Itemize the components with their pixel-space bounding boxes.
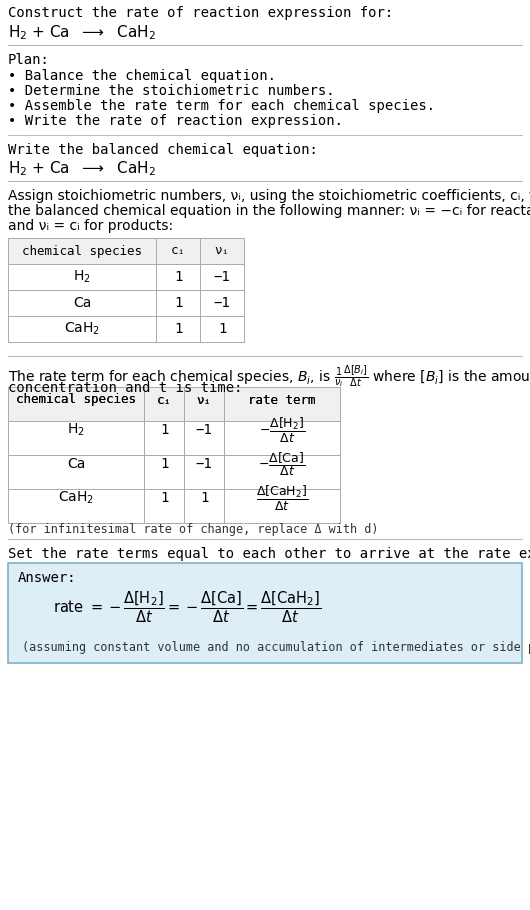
Text: −1: −1 xyxy=(196,457,213,471)
Text: −1: −1 xyxy=(214,296,231,310)
Text: chemical species: chemical species xyxy=(16,393,136,407)
Bar xyxy=(8,238,244,264)
Bar xyxy=(8,465,340,491)
Bar xyxy=(8,387,340,421)
Text: Construct the rate of reaction expression for:: Construct the rate of reaction expressio… xyxy=(8,6,393,20)
Text: • Write the rate of reaction expression.: • Write the rate of reaction expression. xyxy=(8,114,343,128)
Text: 1: 1 xyxy=(160,491,168,505)
Bar xyxy=(8,439,340,465)
Text: νᵢ: νᵢ xyxy=(197,393,211,407)
Text: cᵢ: cᵢ xyxy=(171,245,185,258)
Text: $-\dfrac{\Delta[\mathrm{H_2}]}{\Delta t}$: $-\dfrac{\Delta[\mathrm{H_2}]}{\Delta t}… xyxy=(259,416,305,444)
Text: cᵢ: cᵢ xyxy=(156,393,172,407)
Bar xyxy=(8,413,340,439)
Text: rate $= -\dfrac{\Delta[\mathrm{H_2}]}{\Delta t} = -\dfrac{\Delta[\mathrm{Ca}]}{\: rate $= -\dfrac{\Delta[\mathrm{H_2}]}{\D… xyxy=(53,589,322,624)
Bar xyxy=(8,264,244,290)
Text: rate term: rate term xyxy=(248,393,316,407)
Text: Assign stoichiometric numbers, νᵢ, using the stoichiometric coefficients, cᵢ, fr: Assign stoichiometric numbers, νᵢ, using… xyxy=(8,189,530,203)
Text: Ca: Ca xyxy=(67,457,85,471)
Text: • Assemble the rate term for each chemical species.: • Assemble the rate term for each chemic… xyxy=(8,99,435,113)
Text: $\dfrac{\Delta[\mathrm{CaH_2}]}{\Delta t}$: $\dfrac{\Delta[\mathrm{CaH_2}]}{\Delta t… xyxy=(256,483,308,512)
Text: 1: 1 xyxy=(200,491,208,505)
Bar xyxy=(8,455,340,489)
Text: 1: 1 xyxy=(160,457,168,471)
Text: $-\dfrac{\Delta[\mathrm{Ca}]}{\Delta t}$: $-\dfrac{\Delta[\mathrm{Ca}]}{\Delta t}$ xyxy=(259,450,306,478)
Text: 1: 1 xyxy=(218,322,226,336)
Text: νᵢ: νᵢ xyxy=(197,393,211,407)
Text: 1: 1 xyxy=(174,322,182,336)
Text: Ca: Ca xyxy=(73,296,91,310)
Text: $\mathrm{H_2}$ + Ca  $\longrightarrow$  $\mathrm{CaH_2}$: $\mathrm{H_2}$ + Ca $\longrightarrow$ $\… xyxy=(8,23,156,42)
Text: and νᵢ = cᵢ for products:: and νᵢ = cᵢ for products: xyxy=(8,219,173,233)
Text: 1: 1 xyxy=(160,423,168,437)
Text: The rate term for each chemical species, $B_i$, is $\frac{1}{\nu_i}\frac{\Delta[: The rate term for each chemical species,… xyxy=(8,364,530,390)
Bar xyxy=(8,489,340,523)
Text: $\mathrm{H_2}$: $\mathrm{H_2}$ xyxy=(73,268,91,285)
Text: $\mathrm{CaH_2}$: $\mathrm{CaH_2}$ xyxy=(58,490,94,506)
Text: the balanced chemical equation in the following manner: νᵢ = −cᵢ for reactants: the balanced chemical equation in the fo… xyxy=(8,204,530,218)
Text: $\mathrm{H_2}$ + Ca  $\longrightarrow$  $\mathrm{CaH_2}$: $\mathrm{H_2}$ + Ca $\longrightarrow$ $\… xyxy=(8,159,156,177)
Text: chemical species: chemical species xyxy=(22,245,142,258)
Text: • Determine the stoichiometric numbers.: • Determine the stoichiometric numbers. xyxy=(8,84,334,98)
Bar xyxy=(8,421,340,455)
Text: Answer:: Answer: xyxy=(18,571,77,585)
Text: chemical species: chemical species xyxy=(16,393,136,407)
Text: 1: 1 xyxy=(174,270,182,284)
Text: concentration and t is time:: concentration and t is time: xyxy=(8,381,243,395)
Bar xyxy=(8,290,244,316)
Text: 1: 1 xyxy=(174,296,182,310)
Text: −1: −1 xyxy=(196,423,213,437)
Text: νᵢ: νᵢ xyxy=(215,245,229,258)
Text: Set the rate terms equal to each other to arrive at the rate expression:: Set the rate terms equal to each other t… xyxy=(8,547,530,561)
Text: (for infinitesimal rate of change, replace Δ with d): (for infinitesimal rate of change, repla… xyxy=(8,523,378,536)
Text: (assuming constant volume and no accumulation of intermediates or side products): (assuming constant volume and no accumul… xyxy=(22,641,530,654)
Text: cᵢ: cᵢ xyxy=(156,393,172,407)
Text: rate term: rate term xyxy=(248,393,316,407)
Text: $\mathrm{H_2}$: $\mathrm{H_2}$ xyxy=(67,422,85,439)
Text: Write the balanced chemical equation:: Write the balanced chemical equation: xyxy=(8,143,318,157)
Bar xyxy=(8,316,244,342)
Text: $\mathrm{CaH_2}$: $\mathrm{CaH_2}$ xyxy=(64,321,100,338)
Bar xyxy=(8,387,340,413)
Text: Plan:: Plan: xyxy=(8,53,50,67)
Text: • Balance the chemical equation.: • Balance the chemical equation. xyxy=(8,69,276,83)
Bar xyxy=(8,563,522,663)
Text: −1: −1 xyxy=(214,270,231,284)
